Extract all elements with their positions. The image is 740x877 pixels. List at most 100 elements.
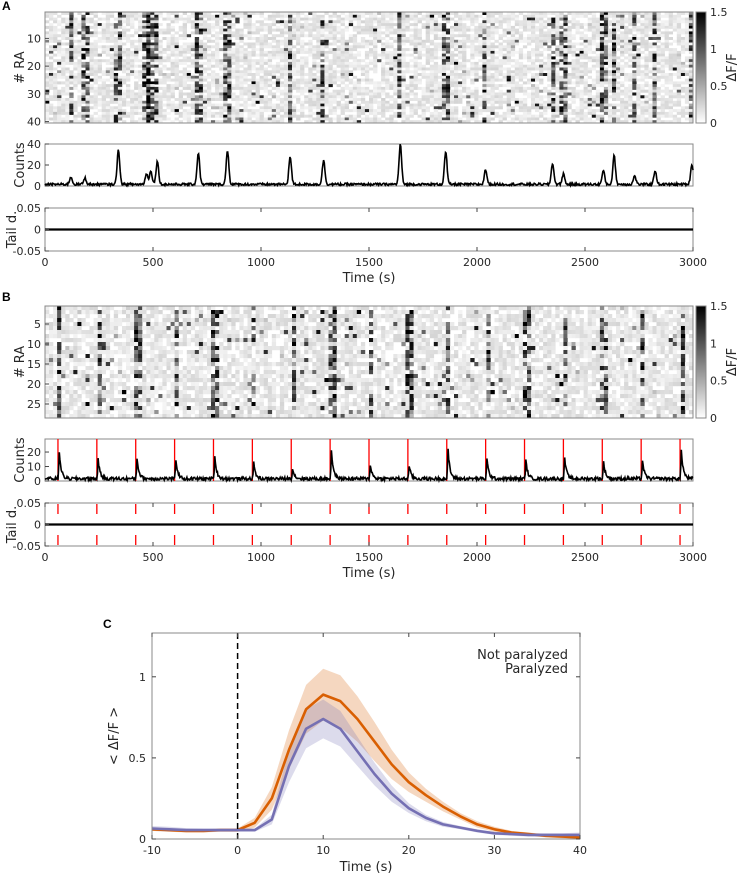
heatmap-cell — [73, 39, 78, 43]
heatmap-cell — [413, 37, 418, 40]
heatmap-cell — [539, 103, 544, 107]
heatmap-cell — [146, 106, 151, 110]
heatmap-cell — [279, 20, 285, 24]
heatmap-cell — [101, 95, 106, 99]
heatmap-cell — [109, 48, 115, 52]
heatmap-cell — [190, 20, 196, 24]
heatmap-cell — [57, 34, 62, 38]
heatmap-cell — [397, 34, 402, 38]
heatmap-cell — [470, 70, 475, 74]
heatmap-cell — [279, 106, 285, 110]
heatmap-cell — [417, 106, 422, 110]
heatmap-cell — [607, 56, 613, 60]
heatmap-cell — [648, 53, 653, 57]
heatmap-cell — [328, 14, 333, 18]
heatmap-cell — [429, 20, 435, 24]
heatmap-cell — [547, 73, 552, 76]
heatmap-cell — [466, 14, 471, 18]
heatmap-cell — [514, 84, 520, 88]
heatmap-cell — [211, 39, 216, 43]
heatmap-cell — [421, 95, 426, 99]
heatmap-cell — [373, 42, 378, 46]
heatmap-cell — [356, 64, 362, 68]
heatmap-cell — [215, 34, 220, 38]
heatmap-cell — [668, 73, 673, 76]
heatmap-cell — [551, 28, 556, 32]
heatmap-cell — [429, 95, 435, 99]
heatmap-cell — [117, 89, 123, 93]
heatmap-cell — [462, 81, 467, 85]
heatmap-cell — [186, 75, 192, 79]
heatmap-cell — [113, 59, 119, 63]
heatmap-cell — [421, 114, 426, 118]
heatmap-cell — [377, 103, 382, 107]
heatmap-cell — [275, 61, 281, 65]
heatmap-cell — [522, 67, 528, 71]
heatmap-cell — [85, 98, 90, 101]
heatmap-cell — [267, 23, 273, 27]
heatmap-cell — [450, 98, 455, 101]
heatmap-cell — [267, 64, 273, 68]
heatmap-cell — [126, 61, 131, 65]
heatmap-cell — [591, 103, 597, 107]
heatmap-cell — [223, 106, 228, 110]
heatmap-cell — [340, 28, 345, 32]
heatmap-cell — [174, 12, 179, 15]
heatmap-cell — [93, 14, 98, 18]
heatmap-cell — [320, 39, 325, 43]
heatmap-cell — [328, 50, 333, 54]
heatmap-cell — [263, 95, 268, 99]
heatmap-cell — [587, 75, 592, 79]
heatmap-cell — [130, 95, 135, 99]
heatmap-cell — [85, 120, 90, 124]
heatmap-cell — [616, 39, 621, 43]
heatmap-cell — [279, 98, 285, 101]
heatmap-cell — [263, 86, 268, 90]
heatmap-cell — [628, 53, 633, 57]
heatmap-cell — [684, 89, 690, 93]
heatmap-cell — [198, 75, 204, 79]
heatmap-cell — [73, 56, 78, 60]
heatmap-cell — [340, 120, 345, 124]
heatmap-cell — [401, 109, 406, 113]
heatmap-cell — [612, 92, 617, 96]
heatmap-cell — [571, 100, 576, 104]
heatmap-cell — [676, 109, 682, 113]
heatmap-cell — [122, 109, 127, 113]
heatmap-cell — [162, 17, 167, 21]
heatmap-cell — [527, 20, 532, 24]
heatmap-cell — [369, 31, 374, 35]
heatmap-cell — [251, 12, 256, 15]
heatmap-cell — [194, 98, 200, 101]
heatmap-cell — [263, 120, 268, 124]
heatmap-cell — [668, 53, 673, 57]
heatmap-cell — [628, 100, 633, 104]
heatmap-cell — [445, 20, 451, 24]
heatmap-cell — [174, 42, 179, 46]
heatmap-cell — [81, 25, 86, 29]
heatmap-cell — [73, 17, 78, 21]
heatmap-cell — [648, 106, 653, 110]
heatmap-cell — [300, 50, 305, 54]
heatmap-cell — [425, 37, 430, 40]
heatmap-cell — [146, 98, 151, 101]
heatmap-cell — [624, 114, 629, 118]
heatmap-cell — [405, 61, 410, 65]
heatmap-cell — [543, 37, 548, 40]
heatmap-cell — [223, 81, 228, 85]
heatmap-cell — [397, 67, 402, 71]
heatmap-cell — [344, 75, 349, 79]
heatmap-cell — [502, 28, 507, 32]
heatmap-cell — [648, 86, 653, 90]
heatmap-cell — [567, 86, 572, 90]
heatmap-cell — [308, 25, 313, 29]
heatmap-cell — [575, 75, 580, 79]
heatmap-cell — [668, 114, 673, 118]
heatmap-cell — [445, 67, 451, 71]
heatmap-cell — [178, 59, 183, 63]
heatmap-cell — [470, 12, 475, 15]
heatmap-cell — [117, 12, 123, 15]
heatmap-cell — [227, 84, 232, 88]
heatmap-cell — [202, 53, 208, 57]
heatmap-cell — [421, 92, 426, 96]
